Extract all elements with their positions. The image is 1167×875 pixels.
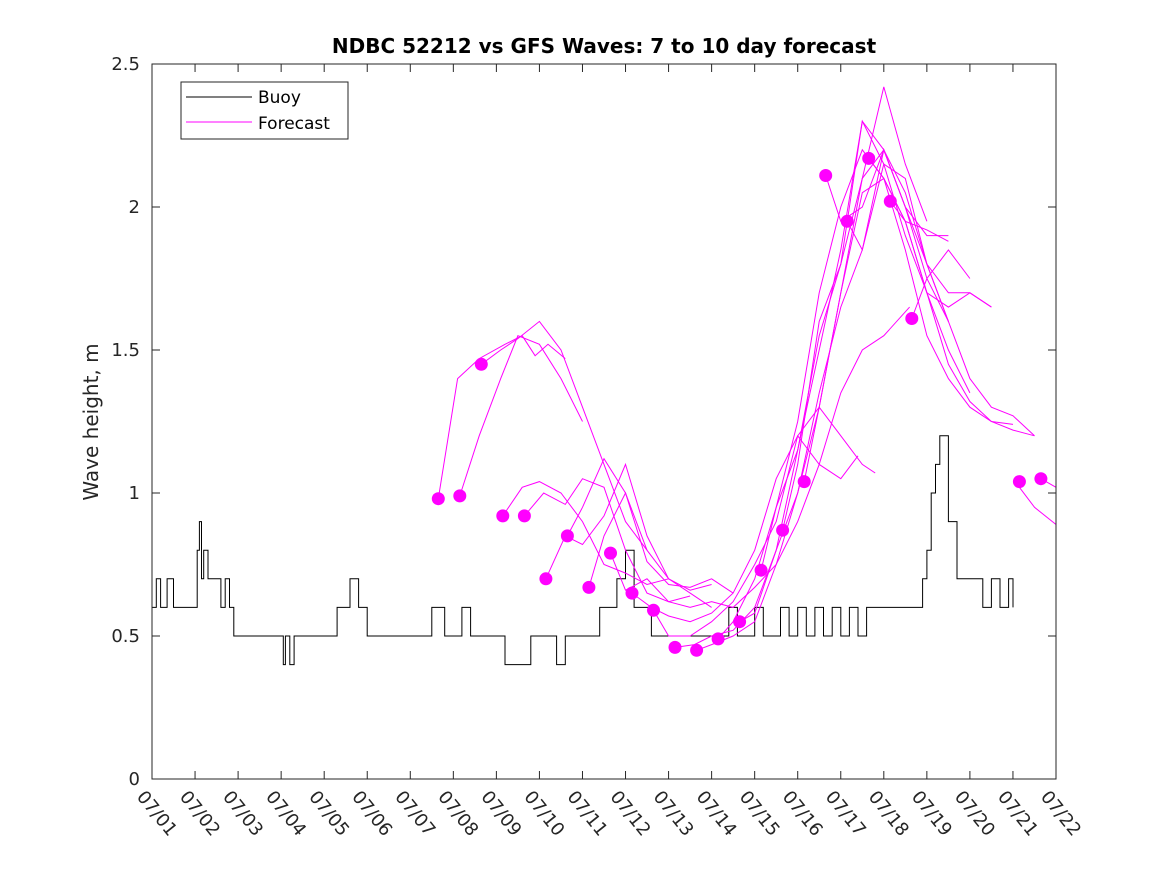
series-line-forecast-17 <box>782 119 949 531</box>
x-tick-label: 07/20 <box>950 787 999 841</box>
x-tick-label: 07/06 <box>347 787 396 841</box>
series-line-forecast-5 <box>524 478 691 603</box>
x-tick-label: 07/21 <box>993 787 1042 841</box>
series-line-forecast-4 <box>502 481 669 586</box>
x-tick-label: 07/16 <box>778 787 827 841</box>
x-tick-label: 07/02 <box>175 787 224 841</box>
forecast-start-point <box>625 586 639 600</box>
forecast-start-point <box>733 615 747 629</box>
x-tick-label: 07/12 <box>606 787 655 841</box>
forecast-start-point <box>604 546 617 560</box>
forecast-start-point <box>517 509 531 523</box>
series-layer <box>152 86 1057 666</box>
forecast-start-point <box>797 475 811 489</box>
forecast-start-point <box>1034 472 1048 486</box>
y-tick-label: 1 <box>129 483 140 504</box>
legend-box <box>180 81 349 140</box>
series-line-forecast-1 <box>437 335 566 499</box>
x-tick-label: 07/17 <box>821 787 870 841</box>
series-line-forecast-22 <box>889 201 1035 437</box>
series-line-forecast-12 <box>674 148 1035 648</box>
series-line-forecast-26 <box>1019 486 1057 525</box>
x-tick-label: 07/04 <box>261 787 310 841</box>
forecast-start-point <box>496 509 510 523</box>
forecast-start-point <box>840 214 854 228</box>
forecast-start-point <box>474 357 488 371</box>
x-tick-label: 07/19 <box>907 787 956 841</box>
series-line-forecast-18 <box>803 86 928 482</box>
x-tick-label: 07/10 <box>520 787 569 841</box>
x-tick-label: 07/14 <box>692 787 741 841</box>
forecast-start-point <box>668 640 682 654</box>
marker-layer <box>431 151 1048 657</box>
y-axis-label: Wave height, m <box>79 343 103 500</box>
forecast-start-point <box>431 492 445 506</box>
y-tick-label: 1.5 <box>111 340 140 361</box>
forecast-start-point <box>690 643 704 657</box>
chart-title: NDBC 52212 vs GFS Waves: 7 to 10 day for… <box>332 34 877 58</box>
series-line-forecast-3 <box>481 320 648 551</box>
series-line-forecast-10 <box>631 306 910 623</box>
x-tick-label: 07/09 <box>477 787 526 841</box>
series-line-forecast-13 <box>696 177 1014 651</box>
y-tick-label: 2.5 <box>111 54 140 75</box>
legend-label-forecast: Forecast <box>258 114 330 134</box>
forecast-start-point <box>453 489 467 503</box>
forecast-start-point <box>539 572 553 586</box>
legend: Buoy Forecast <box>180 81 349 140</box>
series-line-buoy <box>152 435 1014 666</box>
series-line-forecast-23 <box>911 249 971 319</box>
x-tick-label: 07/18 <box>864 787 913 841</box>
forecast-start-point <box>754 563 768 577</box>
series-line-forecast-2 <box>459 335 583 497</box>
legend-label-buoy: Buoy <box>258 88 301 108</box>
x-tick-label: 07/13 <box>649 787 698 841</box>
x-tick-label: 07/01 <box>132 787 181 841</box>
series-line-forecast-8 <box>588 491 712 608</box>
forecast-start-point <box>582 580 596 594</box>
forecast-start-point <box>776 523 790 537</box>
forecast-start-point <box>819 169 833 182</box>
x-tick-label: 07/22 <box>1036 787 1085 841</box>
forecast-start-point <box>883 194 897 208</box>
x-tick-label: 07/08 <box>433 787 482 841</box>
forecast-start-point <box>711 632 725 646</box>
x-tick-label: 07/15 <box>735 787 784 841</box>
forecast-start-point <box>862 151 876 165</box>
forecast-start-point <box>560 529 574 543</box>
forecast-start-point <box>647 603 660 617</box>
y-tick-label: 0.5 <box>111 626 140 647</box>
forecast-start-point <box>1012 475 1026 489</box>
y-tick-label: 2 <box>129 197 140 218</box>
x-tick-label: 07/11 <box>563 787 612 841</box>
x-tick-label: 07/07 <box>390 787 439 841</box>
series-line-forecast-16 <box>760 148 949 571</box>
forecast-start-point <box>905 312 919 325</box>
series-line-forecast-7 <box>566 457 734 594</box>
plot-frame <box>151 63 1057 780</box>
y-tick-label: 0 <box>129 769 140 790</box>
plot-area <box>152 64 1056 779</box>
x-tick-label: 07/03 <box>218 787 267 841</box>
x-tick-label: 07/05 <box>304 787 353 841</box>
